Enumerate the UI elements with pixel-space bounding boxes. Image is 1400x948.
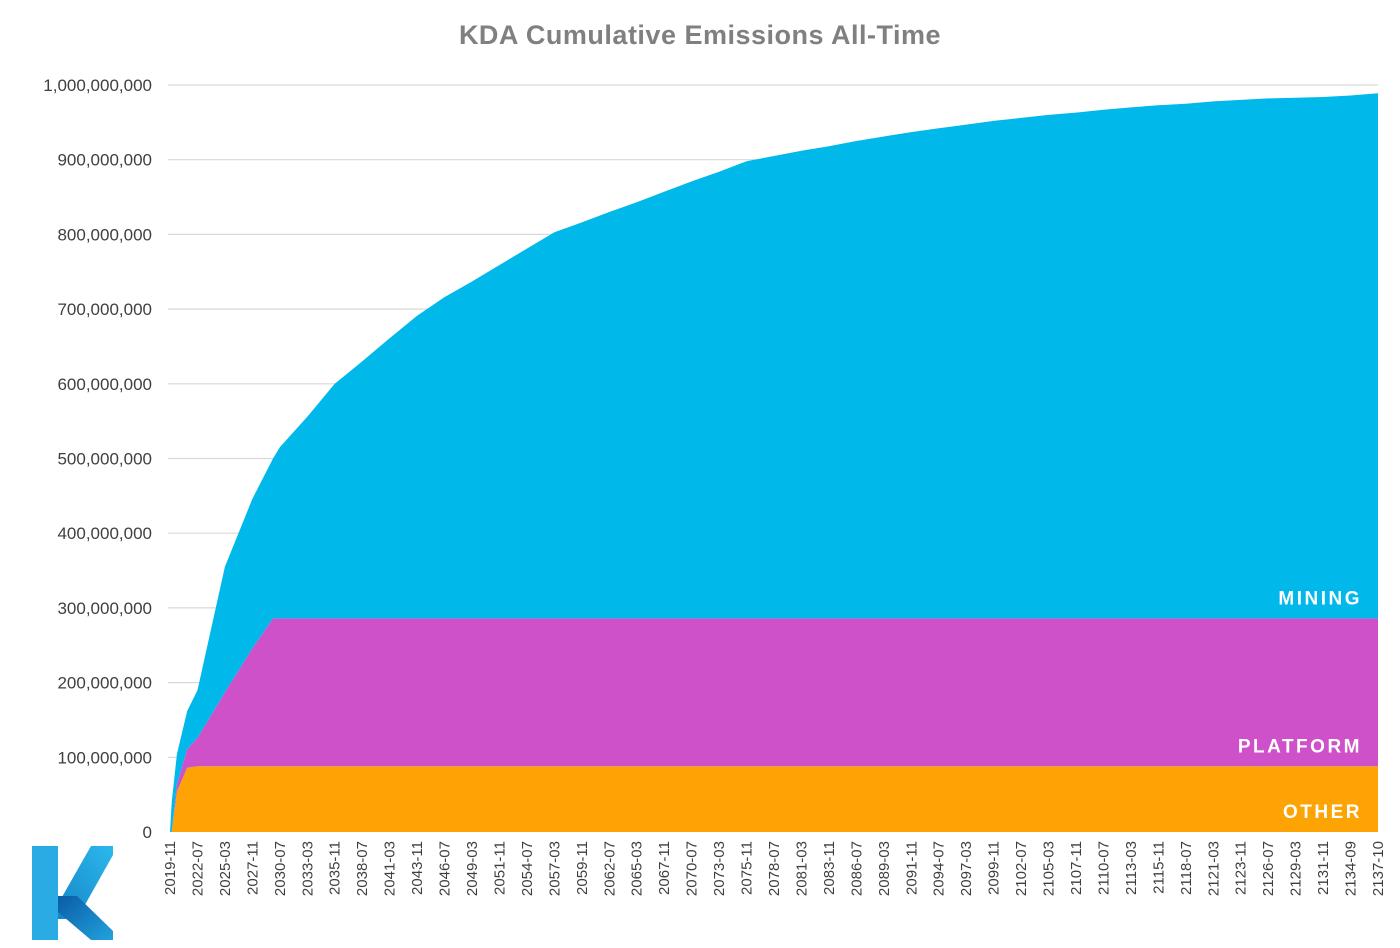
x-axis-tick-label: 2081-03 (793, 841, 810, 896)
x-axis-tick-label: 2054-07 (519, 841, 536, 896)
area-platform (170, 618, 1378, 832)
x-axis-tick-label: 2067-11 (656, 841, 673, 895)
x-axis-tick-label: 2097-03 (958, 841, 975, 896)
x-axis-tick-label: 2059-11 (574, 841, 591, 895)
x-axis-tick-label: 2121-03 (1205, 841, 1222, 896)
series-label-other: OTHER (1283, 802, 1362, 823)
y-axis-tick-label: 900,000,000 (57, 151, 152, 170)
x-axis-tick-label: 2078-07 (766, 841, 783, 896)
x-axis-tick-label: 2057-03 (546, 841, 563, 896)
x-axis-tick-label: 2019-11 (162, 841, 179, 895)
x-axis-tick-label: 2099-11 (986, 841, 1003, 895)
y-axis-tick-label: 1,000,000,000 (43, 76, 152, 95)
x-axis-tick-label: 2062-07 (601, 841, 618, 896)
x-axis-tick-label: 2049-03 (464, 841, 481, 896)
x-axis-tick-label: 2102-07 (1013, 841, 1030, 896)
x-axis-tick-label: 2030-07 (272, 841, 289, 896)
y-axis-tick-label: 500,000,000 (57, 450, 152, 469)
x-axis-tick-label: 2113-03 (1123, 841, 1140, 895)
x-axis-tick-label: 2105-03 (1041, 841, 1058, 896)
area-other (170, 766, 1378, 832)
y-axis-tick-label: 300,000,000 (57, 599, 152, 618)
x-axis-tick-label: 2137-10 (1370, 841, 1387, 896)
area-mining (170, 93, 1378, 832)
y-axis-tick-label: 0 (143, 823, 152, 842)
x-axis-tick-label: 2091-11 (903, 841, 920, 895)
y-axis-tick-label: 700,000,000 (57, 300, 152, 319)
x-axis-tick-label: 2065-03 (629, 841, 646, 896)
logo-stem (32, 846, 58, 940)
x-axis-tick-label: 2129-03 (1288, 841, 1305, 896)
x-axis-tick-label: 2043-11 (409, 841, 426, 895)
x-axis-tick-label: 2041-03 (382, 841, 399, 896)
x-axis-tick-label: 2075-11 (739, 841, 756, 895)
x-axis-tick-label: 2073-03 (711, 841, 728, 896)
x-axis-tick-label: 2070-07 (684, 841, 701, 896)
y-axis-tick-label: 400,000,000 (57, 524, 152, 543)
x-axis-tick-label: 2046-07 (437, 841, 454, 896)
y-axis-tick-label: 600,000,000 (57, 375, 152, 394)
x-axis-tick-label: 2118-07 (1178, 841, 1195, 895)
x-axis-tick-label: 2086-07 (848, 841, 865, 896)
x-axis-tick-label: 2083-11 (821, 841, 838, 895)
y-axis-tick-label: 100,000,000 (57, 748, 152, 767)
x-axis-tick-label: 2027-11 (244, 841, 261, 895)
x-axis-tick-label: 2025-03 (217, 841, 234, 896)
x-axis-tick-label: 2107-11 (1068, 841, 1085, 895)
x-axis-tick-label: 2022-07 (189, 841, 206, 896)
x-axis-tick-label: 2134-09 (1343, 841, 1360, 896)
y-axis-tick-label: 800,000,000 (57, 225, 152, 244)
x-axis-tick-label: 2126-07 (1260, 841, 1277, 896)
x-axis-tick-label: 2035-11 (327, 841, 344, 895)
x-axis-tick-label: 2033-03 (299, 841, 316, 896)
x-axis-tick-label: 2110-07 (1095, 841, 1112, 895)
x-axis-tick-label: 2089-03 (876, 841, 893, 896)
x-axis-tick-label: 2131-11 (1315, 841, 1332, 895)
logo-lower-arm (58, 896, 113, 940)
x-axis-tick-label: 2123-11 (1233, 841, 1250, 895)
series-label-mining: MINING (1278, 588, 1362, 609)
chart-title: KDA Cumulative Emissions All-Time (458, 20, 942, 50)
x-axis-tick-label: 2038-07 (354, 841, 371, 896)
x-axis-tick-label: 2115-11 (1150, 841, 1167, 894)
x-axis-tick-label: 2094-07 (931, 841, 948, 896)
series-label-platform: PLATFORM (1238, 736, 1362, 757)
y-axis-tick-label: 200,000,000 (57, 674, 152, 693)
x-axis-tick-label: 2051-11 (491, 841, 508, 895)
kadena-k-logo-icon (32, 846, 113, 940)
